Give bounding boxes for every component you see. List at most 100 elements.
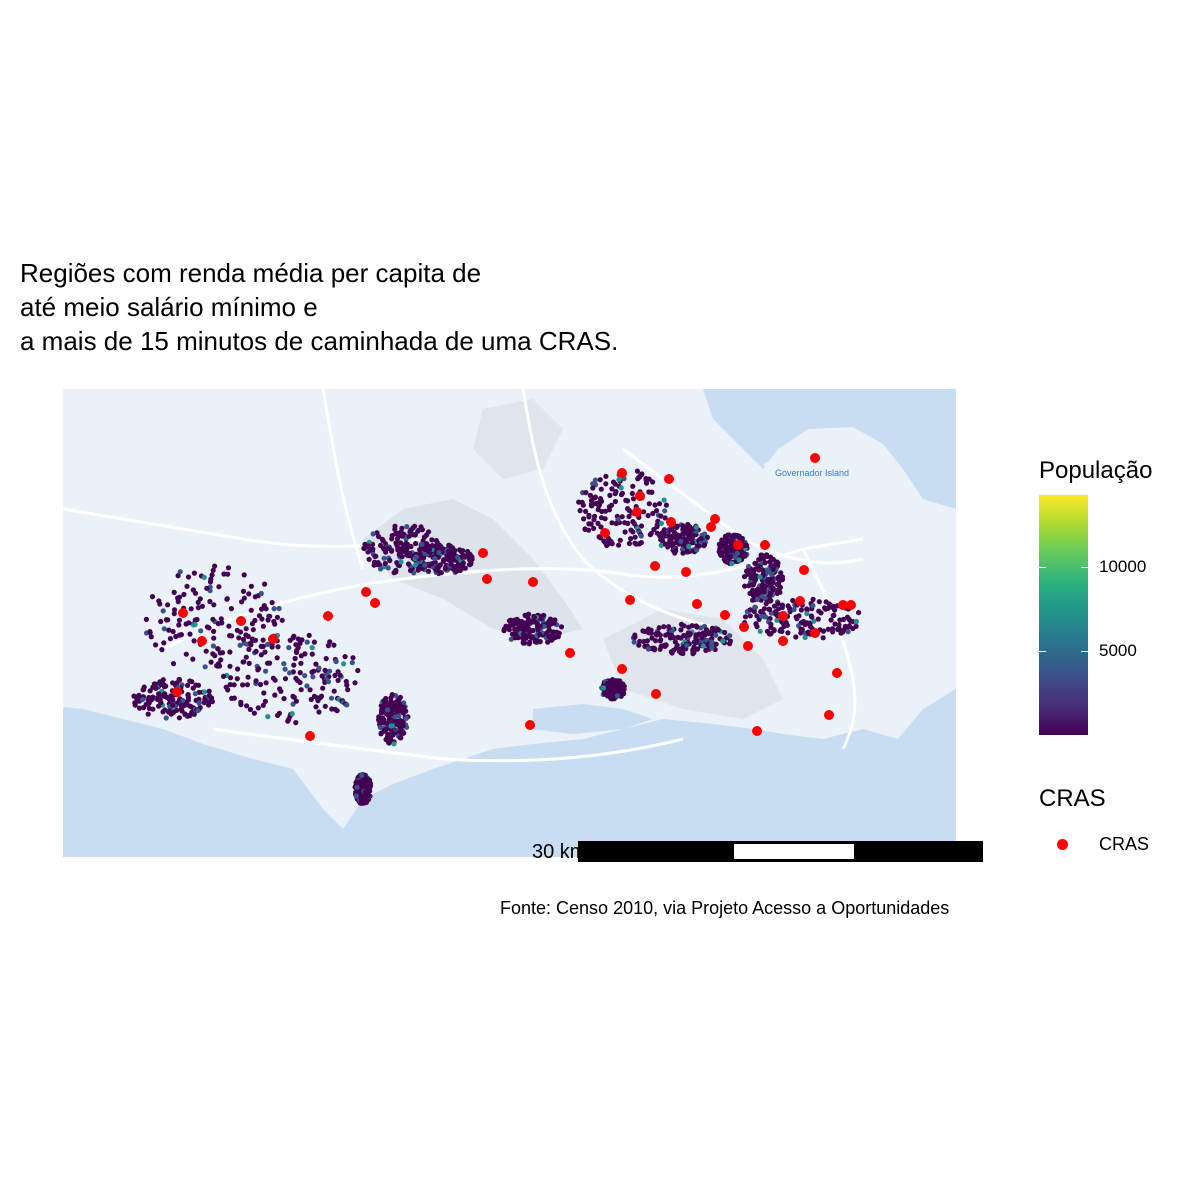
cras-point[interactable]	[651, 689, 661, 699]
cras-point[interactable]	[760, 540, 770, 550]
population-hex-cell	[434, 541, 440, 548]
cras-point[interactable]	[361, 587, 371, 597]
cras-point[interactable]	[236, 616, 246, 626]
population-hex-cell	[318, 693, 325, 699]
population-hex-cell	[425, 568, 432, 574]
cras-point[interactable]	[706, 522, 716, 532]
population-hex-cell	[822, 605, 828, 611]
cras-point[interactable]	[681, 567, 691, 577]
cras-point[interactable]	[482, 574, 492, 584]
population-hex-cell	[732, 554, 738, 560]
population-hex-cell	[685, 536, 692, 542]
population-hex-cell	[350, 655, 356, 661]
population-hex-cell	[415, 527, 421, 534]
population-hex-cell	[603, 481, 609, 487]
population-hex-cell	[401, 730, 407, 736]
population-hex-cell	[798, 630, 804, 636]
population-hex-cell	[311, 639, 317, 645]
cras-point[interactable]	[565, 648, 575, 658]
cras-point[interactable]	[525, 720, 535, 730]
population-hex-cell	[285, 718, 291, 724]
cras-point[interactable]	[832, 668, 842, 678]
population-hex-cell	[267, 660, 273, 666]
population-hex-cell	[558, 624, 565, 630]
population-hex-cell	[187, 678, 193, 684]
cras-point[interactable]	[370, 598, 380, 608]
cras-point[interactable]	[305, 731, 315, 741]
population-hex-cell	[613, 520, 620, 526]
cras-point[interactable]	[625, 595, 635, 605]
population-hex-cell	[643, 478, 649, 484]
cras-point[interactable]	[810, 453, 820, 463]
population-hex-cell	[253, 678, 259, 684]
population-hex-cell	[185, 682, 191, 688]
population-hex-cell	[441, 557, 447, 563]
population-hex-cell	[713, 632, 719, 638]
population-hex-cell	[201, 689, 207, 695]
colorbar-tick-left-10000	[1039, 567, 1046, 568]
population-hex-cell	[696, 543, 702, 549]
cras-point[interactable]	[752, 726, 762, 736]
population-hex-cell	[263, 668, 269, 674]
population-hex-cell	[804, 606, 810, 612]
population-hex-cell	[298, 687, 304, 693]
population-hex-cell	[720, 638, 726, 644]
population-hex-cell	[654, 524, 660, 530]
cras-point[interactable]	[178, 608, 188, 618]
cras-point[interactable]	[617, 468, 627, 478]
population-hex-cell	[175, 573, 181, 579]
population-hex-cell	[162, 691, 168, 697]
population-hex-cell	[253, 648, 259, 654]
cras-point[interactable]	[664, 474, 674, 484]
population-hex-cell	[756, 564, 762, 570]
cras-point[interactable]	[172, 687, 182, 697]
population-hex-cell	[632, 540, 638, 546]
population-hex-cell	[327, 668, 333, 674]
population-hex-cell	[328, 695, 335, 701]
cras-point[interactable]	[650, 561, 660, 571]
population-hex-cell	[758, 556, 764, 562]
population-hex-cell	[262, 649, 268, 655]
cras-point[interactable]	[528, 577, 538, 587]
cras-point[interactable]	[778, 611, 788, 621]
cras-point[interactable]	[617, 664, 627, 674]
cras-point[interactable]	[795, 596, 805, 606]
population-hex-cell	[313, 704, 319, 710]
population-hex-cell	[352, 680, 358, 686]
population-hex-cell	[211, 635, 217, 641]
population-hex-cell	[372, 553, 378, 560]
population-hex-cell	[758, 552, 764, 558]
cras-point[interactable]	[478, 548, 488, 558]
population-hex-cell	[226, 623, 232, 629]
population-hex-cell	[202, 697, 208, 703]
cras-point[interactable]	[846, 600, 856, 610]
cras-point[interactable]	[799, 565, 809, 575]
cras-point[interactable]	[635, 491, 645, 501]
population-hex-cell	[630, 483, 636, 489]
population-hex-cell	[767, 598, 773, 604]
cras-point[interactable]	[632, 507, 642, 517]
population-hex-cell	[235, 666, 241, 672]
cras-point[interactable]	[733, 540, 743, 550]
population-hex-cell	[353, 793, 359, 799]
cras-point[interactable]	[743, 641, 753, 651]
cras-point[interactable]	[838, 600, 848, 610]
population-hex-cell	[449, 545, 456, 551]
population-hex-cell	[215, 646, 221, 652]
cras-point[interactable]	[720, 610, 730, 620]
cras-point[interactable]	[710, 514, 720, 524]
cras-point[interactable]	[692, 599, 702, 609]
cras-point[interactable]	[810, 628, 820, 638]
cras-point[interactable]	[739, 622, 749, 632]
cras-point[interactable]	[323, 611, 333, 621]
cras-point[interactable]	[600, 528, 610, 538]
cras-point[interactable]	[197, 636, 207, 646]
governador-island-label: Governador Island	[775, 468, 849, 478]
cras-point[interactable]	[824, 710, 834, 720]
population-hex-cell	[772, 611, 779, 617]
cras-point[interactable]	[666, 517, 676, 527]
cras-point[interactable]	[268, 634, 278, 644]
population-hex-cell	[211, 602, 217, 608]
cras-point[interactable]	[778, 636, 788, 646]
map-panel[interactable]: Governador Island	[63, 389, 956, 857]
